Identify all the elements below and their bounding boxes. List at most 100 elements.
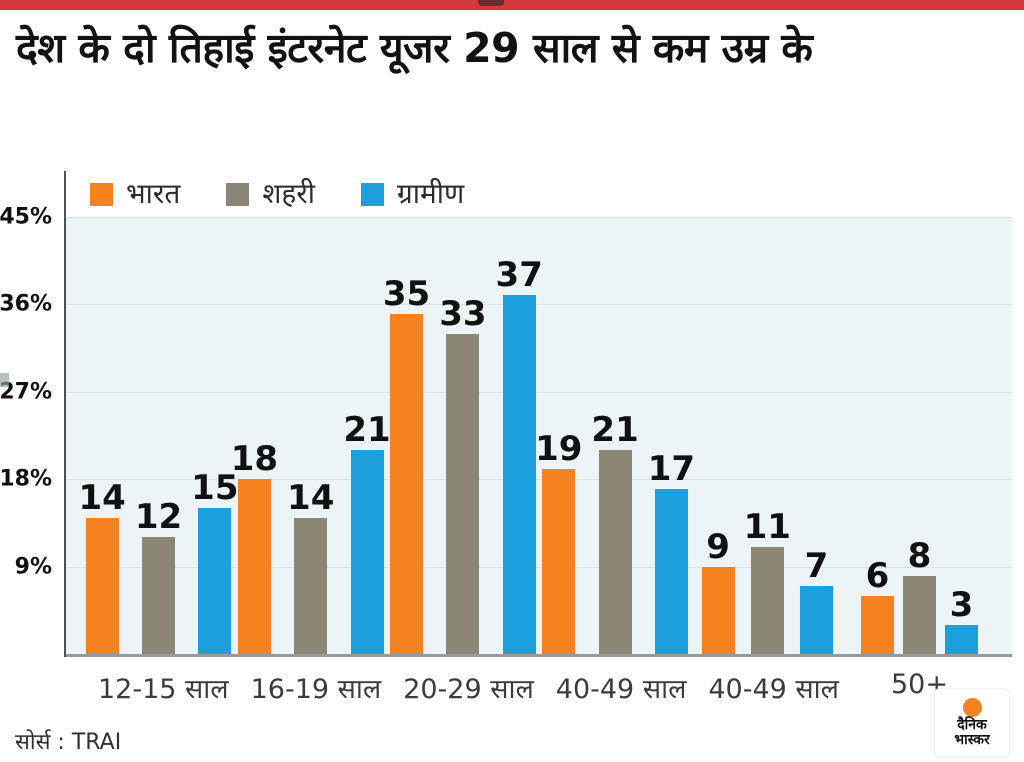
bar <box>902 576 936 654</box>
bar-column: 35 <box>383 277 430 654</box>
plot-area: 14 12 15 18 14 21 35 33 37 19 21 17 9 11 7 6 8 3 <box>66 217 1012 657</box>
bar <box>860 596 894 654</box>
top-red-bar <box>0 0 1024 10</box>
bar-column: 7 <box>799 546 833 654</box>
bar <box>542 469 576 654</box>
bar-column: 15 <box>191 468 239 654</box>
legend-swatch <box>226 182 250 206</box>
logo-line1: दैनिक <box>957 717 987 734</box>
legend-item: ग्रामीण <box>360 177 465 210</box>
bar-column: 19 <box>535 432 582 654</box>
x-axis-category-label: 12-15 साल <box>98 674 229 705</box>
bar-value-label: 37 <box>495 255 543 295</box>
bar <box>237 479 271 654</box>
bar-column: 12 <box>135 500 182 654</box>
bar-column: 6 <box>860 556 894 654</box>
y-tick-label: 18% <box>0 466 52 492</box>
bar-column: 21 <box>591 410 639 654</box>
bar-column: 11 <box>744 510 791 654</box>
bar <box>85 518 119 654</box>
legend-item: भारत <box>90 180 180 208</box>
x-axis-labels: 12-15 साल 16-19 साल 20-29 साल 40-49 साल 40-4… <box>64 669 1012 706</box>
bar <box>502 295 536 654</box>
x-axis-category-label: 20-29 साल <box>403 674 534 705</box>
bar-value-label: 12 <box>134 497 183 537</box>
bar-value-label: 3 <box>949 585 974 625</box>
top-notch <box>478 0 504 6</box>
bar-group: 14 12 15 <box>79 471 239 654</box>
gridline <box>66 566 1012 568</box>
bar <box>654 489 688 654</box>
legend-label: शहरी <box>262 177 315 210</box>
bar-value-label: 7 <box>804 546 829 586</box>
bar-value-label: 9 <box>706 527 730 567</box>
gridline <box>66 479 1012 481</box>
gridline <box>66 304 1012 306</box>
y-tick-label: 36% <box>0 291 52 317</box>
bar <box>350 450 384 654</box>
bar-value-label: 6 <box>865 556 890 596</box>
legend-item: शहरी <box>226 180 315 208</box>
bar-value-label: 21 <box>343 410 391 450</box>
bar-value-label: 11 <box>743 507 791 547</box>
y-tick-label: 45% <box>0 204 52 230</box>
bar-value-label: 19 <box>535 429 583 469</box>
bar <box>294 518 328 654</box>
chart-legend: भारत शहरी ग्रामीण <box>66 171 1012 217</box>
bar <box>390 314 424 654</box>
bar-value-label: 17 <box>647 449 696 489</box>
bar <box>598 450 632 654</box>
legend-swatch <box>360 182 384 206</box>
bar <box>142 537 175 654</box>
bar <box>799 586 833 654</box>
bar-group: 35 33 37 <box>383 258 543 654</box>
bar-column: 14 <box>287 481 334 654</box>
gridline <box>66 391 1012 393</box>
bar-column: 18 <box>231 442 278 654</box>
gridline <box>66 217 1012 218</box>
bar-value-label: 14 <box>287 478 335 518</box>
bar-column: 37 <box>496 258 543 654</box>
left-edge-artifact <box>0 373 9 387</box>
bar <box>198 508 232 654</box>
bar <box>701 567 735 654</box>
logo-text: दैनिक भास्कर <box>954 718 989 747</box>
bar-column: 9 <box>701 527 735 654</box>
page-title: देश के दो तिहाई इंटरनेट यूजर 29 साल से क… <box>16 24 813 72</box>
bar-value-label: 33 <box>439 294 487 334</box>
sun-icon <box>962 698 982 718</box>
bar-column: 14 <box>79 481 126 654</box>
x-axis-category-label: 16-19 साल <box>250 674 382 705</box>
bar <box>944 625 978 654</box>
legend-label: भारत <box>126 177 181 210</box>
dainik-bhaskar-logo: दैनिक भास्कर <box>934 688 1010 758</box>
bar-group: 19 21 17 <box>535 410 695 654</box>
chart-inner: भारत शहरी ग्रामीण 14 12 15 18 14 21 35 33 37 19 21 17… <box>64 171 1012 657</box>
bar-group: 18 14 21 <box>231 413 391 654</box>
logo-line2: भास्कर <box>954 732 990 748</box>
legend-swatch <box>90 182 113 206</box>
bar-value-label: 15 <box>191 468 239 508</box>
y-axis: 45% 36% 27% 18% 9% <box>0 205 56 654</box>
bar-group: 9 11 7 <box>701 510 833 654</box>
x-axis-category-label: 40-49 साल <box>555 674 687 705</box>
bar <box>446 334 480 654</box>
bar <box>750 547 784 654</box>
bar-column: 8 <box>902 536 936 654</box>
bar-column: 33 <box>439 294 487 654</box>
bar-value-label: 18 <box>230 439 279 479</box>
legend-label: ग्रामीण <box>396 177 465 210</box>
bar-column: 21 <box>343 410 391 654</box>
bar-column: 3 <box>944 585 978 654</box>
bar-value-label: 21 <box>591 410 639 450</box>
y-tick-label: 9% <box>14 554 52 580</box>
source-label: सोर्स : TRAI <box>15 730 122 755</box>
bar-column: 17 <box>648 452 695 654</box>
bar-value-label: 35 <box>382 274 431 314</box>
bar-chart: 45% 36% 27% 18% 9% भारत शहरी ग्रामीण 14 12 15 18 1… <box>0 171 1012 706</box>
bar-value-label: 8 <box>907 536 932 576</box>
x-axis-category-label: 40-49 साल <box>708 674 839 705</box>
bar-value-label: 14 <box>78 478 126 518</box>
